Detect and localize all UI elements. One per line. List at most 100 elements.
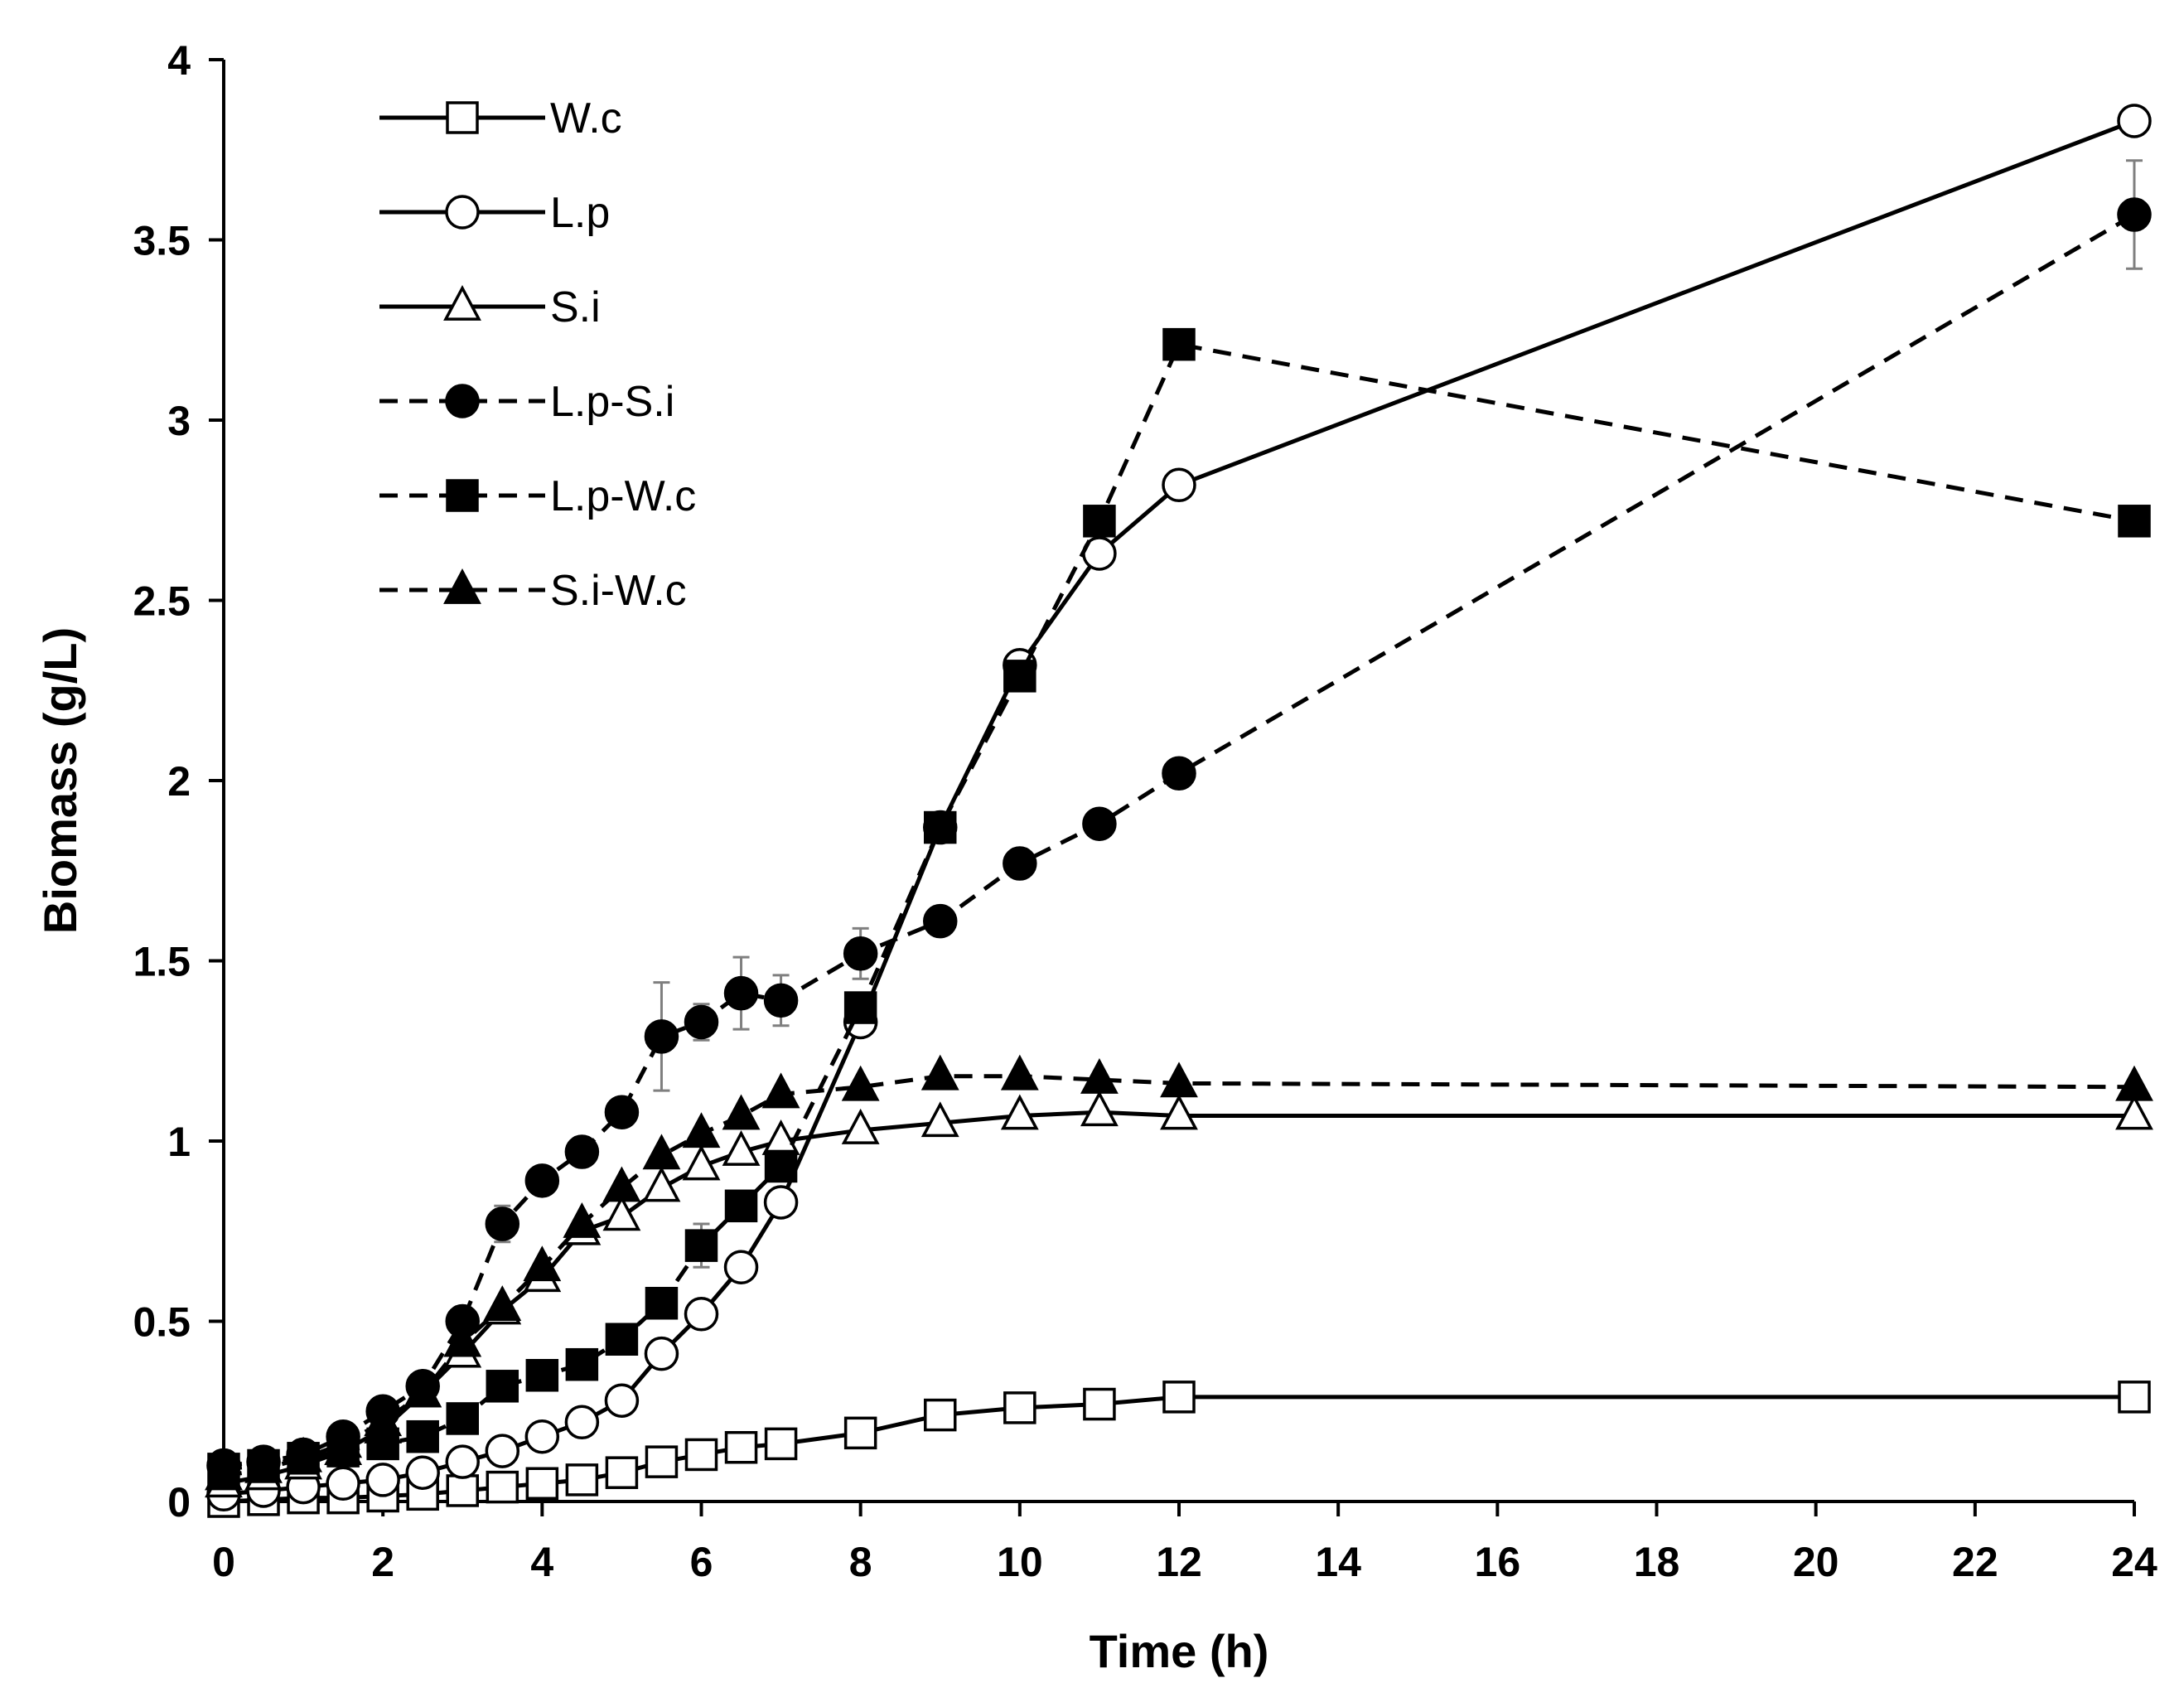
data-point-w-c	[1162, 1381, 1196, 1414]
data-point-l-p-w-c	[565, 1347, 599, 1381]
data-point-s-i-w-c	[244, 1447, 283, 1483]
data-point-l-p-s-i	[1082, 806, 1117, 841]
legend-marker-s-i	[443, 284, 481, 321]
data-point-l-p-w-c	[1003, 660, 1036, 693]
x-tick-label: 16	[1475, 1539, 1521, 1585]
series-line-l-p-s-i	[223, 212, 2136, 1468]
x-tick-label: 6	[690, 1539, 713, 1585]
x-tick-label: 24	[2111, 1539, 2157, 1585]
data-point-s-i-w-c	[205, 1454, 243, 1491]
data-point-w-c	[446, 1474, 479, 1507]
legend-item-l-p: L.p	[379, 189, 610, 237]
data-point-l-p-w-c	[486, 1370, 519, 1403]
data-point-l-p-s-i	[723, 975, 759, 1011]
data-point-s-i-w-c	[642, 1134, 681, 1170]
data-point-l-p-s-i	[843, 936, 878, 971]
y-tick-label: 0	[167, 1479, 191, 1526]
data-point-l-p-w-c	[843, 991, 877, 1024]
data-point-l-p	[365, 1463, 400, 1497]
data-point-s-i-w-c	[403, 1371, 442, 1408]
legend-marker-l-p-s-i	[445, 384, 480, 418]
y-tick-label: 4	[167, 37, 191, 84]
data-point-l-p-s-i	[604, 1095, 640, 1129]
data-point-w-c	[2118, 1381, 2151, 1414]
y-tick-label: 2	[167, 758, 191, 805]
data-point-l-p-s-i	[1162, 756, 1196, 791]
data-point-w-c	[525, 1467, 559, 1500]
y-tick-label: 3.5	[133, 218, 191, 264]
y-tick-label: 3	[167, 398, 191, 444]
data-point-s-i-w-c	[1000, 1054, 1039, 1090]
data-point-l-p	[684, 1297, 719, 1332]
data-point-s-i	[920, 1101, 959, 1138]
data-point-l-p	[604, 1383, 640, 1418]
series-layer	[205, 104, 2153, 1518]
data-point-s-i	[1160, 1094, 1198, 1130]
legend-label: L.p-W.c	[550, 472, 696, 520]
data-point-s-i	[722, 1130, 761, 1166]
data-point-l-p-w-c	[1083, 505, 1116, 538]
data-point-l-p-w-c	[645, 1287, 679, 1320]
data-point-l-p-w-c	[525, 1359, 559, 1392]
series-line-s-i	[223, 1110, 2134, 1486]
data-point-s-i-w-c	[920, 1054, 959, 1090]
data-point-s-i-w-c	[1080, 1058, 1119, 1094]
data-point-w-c	[924, 1398, 957, 1432]
x-tick-label: 8	[849, 1539, 872, 1585]
y-tick-label: 1	[167, 1119, 191, 1165]
data-point-l-p	[564, 1405, 600, 1440]
data-point-l-p-s-i	[2117, 197, 2152, 232]
data-point-s-i	[841, 1108, 880, 1144]
x-axis-title: Time (h)	[1090, 1625, 1269, 1677]
data-point-l-p-s-i	[524, 1163, 560, 1198]
data-point-w-c	[1083, 1387, 1116, 1421]
legend-marker-l-p	[445, 195, 480, 230]
legend-label: L.p	[550, 189, 610, 237]
x-tick-label: 0	[212, 1539, 235, 1585]
data-point-l-p	[644, 1336, 679, 1371]
data-point-l-p-s-i	[684, 1004, 719, 1040]
x-tick-label: 10	[997, 1539, 1043, 1585]
x-tick-label: 14	[1315, 1539, 1361, 1585]
data-point-l-p-w-c	[724, 1189, 758, 1223]
data-point-w-c	[565, 1463, 599, 1497]
data-point-s-i-w-c	[443, 1321, 482, 1357]
legend-item-w-c: W.c	[379, 94, 622, 143]
data-point-l-p	[1162, 467, 1196, 503]
data-point-l-p-s-i	[564, 1134, 600, 1169]
data-point-l-p	[723, 1250, 759, 1284]
data-point-s-i	[682, 1144, 721, 1181]
data-point-l-p-s-i	[1003, 846, 1037, 881]
data-point-w-c	[1003, 1391, 1036, 1424]
x-tick-label: 22	[1952, 1539, 1998, 1585]
data-point-l-p-s-i	[923, 903, 958, 939]
x-tick-label: 4	[530, 1539, 553, 1585]
legend-item-s-i: S.i	[379, 283, 601, 331]
legend-marker-w-c	[446, 101, 479, 134]
data-point-s-i-w-c	[2115, 1065, 2153, 1101]
data-point-l-p-s-i	[644, 1019, 679, 1054]
legend-marker-l-p-w-c	[446, 479, 479, 512]
data-point-l-p-w-c	[924, 810, 957, 844]
y-tick-label: 2.5	[133, 578, 191, 625]
data-point-w-c	[724, 1431, 758, 1464]
y-tick-label: 0.5	[133, 1299, 191, 1346]
x-tick-label: 12	[1156, 1539, 1202, 1585]
legend-item-l-p-w-c: L.p-W.c	[379, 472, 696, 520]
data-point-w-c	[645, 1445, 679, 1478]
legend-label: W.c	[550, 94, 622, 143]
data-point-l-p-w-c	[764, 1149, 798, 1183]
data-point-s-i-w-c	[284, 1436, 323, 1472]
data-point-s-i-w-c	[1160, 1061, 1198, 1098]
data-point-s-i-w-c	[761, 1072, 800, 1109]
data-point-l-p	[445, 1444, 480, 1479]
series-line-l-p	[223, 118, 2135, 1497]
series-line-s-i-w-c	[223, 1074, 2135, 1479]
data-point-l-p-w-c	[406, 1419, 439, 1453]
data-point-l-p-w-c	[1162, 327, 1196, 361]
data-point-w-c	[764, 1427, 798, 1461]
data-point-w-c	[684, 1438, 718, 1472]
data-point-s-i-w-c	[523, 1245, 562, 1282]
data-point-l-p-w-c	[446, 1402, 479, 1435]
